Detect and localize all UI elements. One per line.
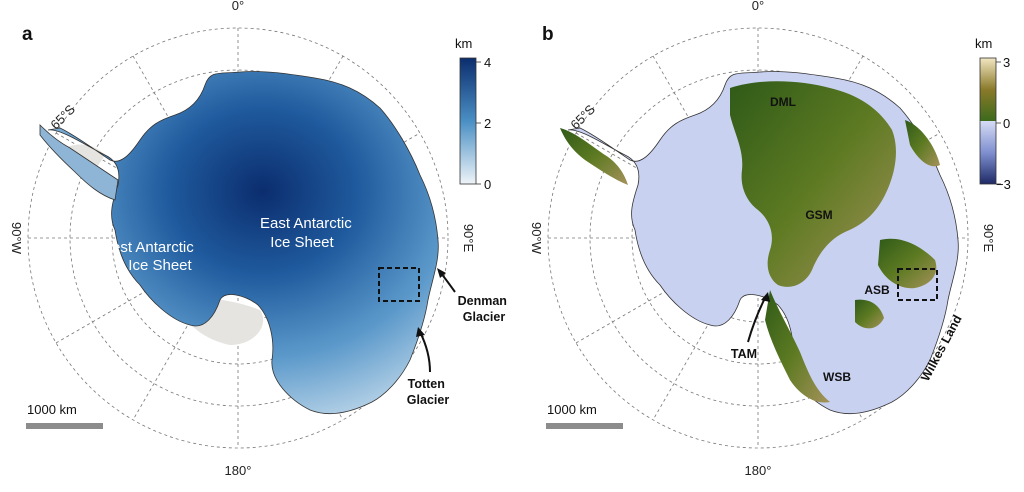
label-denman-line1: Denman [458, 294, 507, 308]
label-tam: TAM [731, 347, 757, 361]
colorbar-ticks-a [476, 61, 481, 185]
panel-a: a West Antarc [9, 0, 511, 478]
colorbar-unit-a: km [455, 36, 472, 51]
label-dml: DML [770, 95, 796, 109]
label-denman: Denman Glacier [458, 294, 511, 324]
label-eais-line2: Ice Sheet [270, 234, 334, 251]
colorbar-b [979, 57, 997, 185]
colorbar-a [459, 57, 477, 185]
tam-arrow [747, 297, 766, 343]
lon-label-right-a: 90°E [461, 224, 476, 253]
scale-bar-label-a: 1000 km [27, 402, 77, 417]
study-area-box-a [378, 267, 420, 302]
bed-above-sea-level-b [560, 81, 940, 403]
label-denman-line2: Glacier [463, 310, 506, 324]
tam-arrowhead [761, 292, 770, 302]
panel-a-letter: a [22, 24, 33, 45]
colorbar-tick-b-2: −3 [996, 177, 1011, 192]
colorbar-ticks-b [996, 61, 1001, 185]
label-wsb: WSB [823, 370, 851, 384]
label-wais: West Antarctic Ice Sheet [98, 239, 198, 274]
colorbar-tick-a-1: 2 [484, 116, 491, 131]
lon-label-top-b: 0° [752, 0, 764, 13]
colorbar-tick-b-1: 0 [1003, 116, 1010, 131]
colorbar-tick-b-0: 3 [1003, 55, 1010, 70]
scale-bar-label-b: 1000 km [547, 402, 597, 417]
lon-label-right-b: 90°E [981, 224, 996, 253]
label-totten-line2: Glacier [407, 393, 450, 407]
ice-sheet-a [47, 71, 439, 415]
denman-arrowhead [437, 268, 446, 278]
lon-label-top-a: 0° [232, 0, 244, 13]
lat-label-a: 65°S [47, 101, 78, 132]
totten-arrow [419, 331, 431, 373]
colorbar-tick-a-2: 0 [484, 177, 491, 192]
panel-b: b DML GSM ASB [529, 0, 1011, 478]
scale-bar-a [26, 423, 103, 429]
label-eais-line1: East Antarctic [260, 215, 352, 232]
label-totten-line1: Totten [408, 377, 445, 391]
lon-label-left-b: 90°W [529, 222, 544, 255]
label-wais-line2: Ice Sheet [128, 257, 192, 274]
totten-arrowhead [416, 327, 425, 337]
lon-label-bottom-b: 180° [745, 463, 772, 478]
colorbar-unit-b: km [975, 36, 992, 51]
lon-label-bottom-a: 180° [225, 463, 252, 478]
label-gsm: GSM [805, 208, 832, 222]
label-asb: ASB [864, 283, 890, 297]
panel-b-letter: b [542, 24, 554, 45]
lon-label-left-a: 90°W [9, 222, 24, 255]
scale-bar-b [546, 423, 623, 429]
colorbar-tick-a-0: 4 [484, 55, 491, 70]
label-totten: Totten Glacier [407, 377, 450, 407]
antarctic-peninsula-a [39, 124, 119, 201]
lat-label-b: 65°S [567, 101, 598, 132]
study-area-box-b [897, 268, 938, 301]
label-wais-line1: West Antarctic [98, 239, 194, 256]
label-eais: East Antarctic Ice Sheet [260, 215, 356, 251]
